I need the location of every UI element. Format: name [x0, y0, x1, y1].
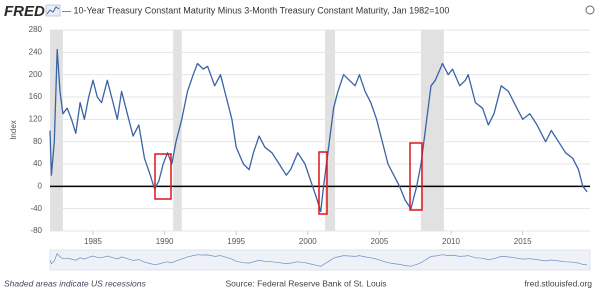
- site-link[interactable]: fred.stlouisfed.org: [524, 278, 592, 288]
- recession-band: [325, 30, 336, 231]
- y-tick-label: 120: [29, 114, 43, 123]
- y-axis-label: Index: [9, 120, 18, 140]
- x-tick-label: 2005: [371, 237, 389, 246]
- x-tick-label: 1985: [84, 237, 102, 246]
- x-tick-label: 2010: [442, 237, 460, 246]
- y-tick-label: 80: [33, 137, 42, 146]
- logo: FRED: [4, 3, 45, 20]
- y-tick-label: -40: [30, 204, 42, 213]
- x-tick-label: 2015: [514, 237, 532, 246]
- recession-note: Shaded areas indicate US recessions: [4, 278, 146, 288]
- toolbar-icon[interactable]: [585, 5, 595, 15]
- y-tick-label: 160: [29, 92, 43, 101]
- highlight-boxes: [154, 142, 423, 215]
- recession-band: [173, 30, 182, 231]
- y-tick-label: 240: [29, 47, 43, 56]
- recession-band: [420, 30, 444, 231]
- y-tick-label: 280: [29, 25, 43, 34]
- navigator-line: [49, 252, 588, 267]
- y-tick-label: 0: [38, 181, 43, 190]
- source: Source: Federal Reserve Bank of St. Loui…: [225, 278, 386, 288]
- y-tick-label: 40: [33, 159, 42, 168]
- series-line: [49, 48, 588, 213]
- logo-icon: [45, 4, 61, 17]
- chart-title: — 10-Year Treasury Constant Maturity Min…: [62, 5, 449, 15]
- y-tick-label: 200: [29, 70, 43, 79]
- x-tick-label: 1995: [227, 237, 245, 246]
- y-tick-label: -80: [30, 226, 42, 235]
- x-tick-label: 2000: [299, 237, 317, 246]
- x-tick-label: 1990: [156, 237, 174, 246]
